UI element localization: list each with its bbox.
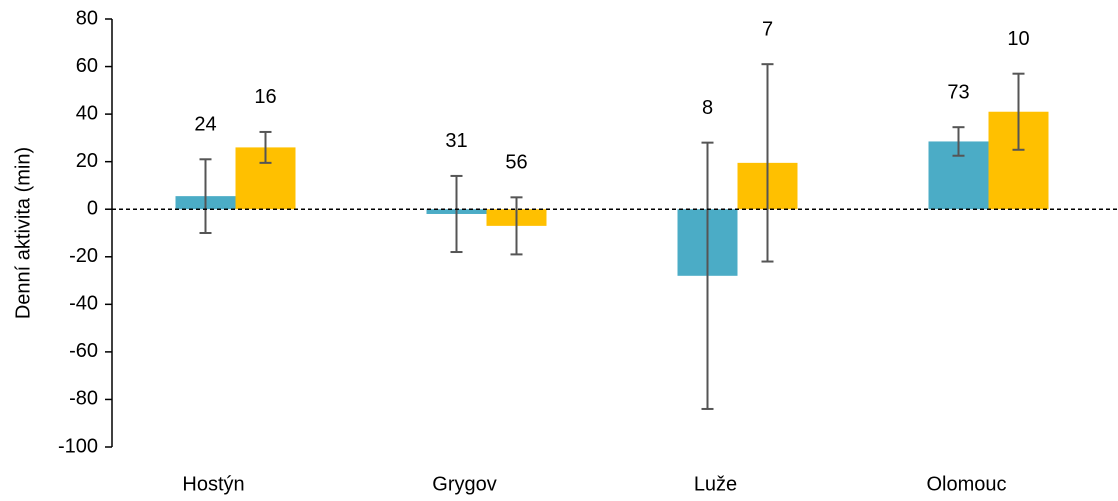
y-tick-label: -40	[69, 293, 98, 315]
x-tick-label: Grygov	[432, 473, 496, 495]
y-tick-label: 80	[76, 7, 98, 29]
bar-annotation: 16	[254, 86, 276, 108]
y-tick-label: 60	[76, 55, 98, 77]
bar-annotation: 10	[1007, 28, 1029, 50]
y-tick-label: -20	[69, 245, 98, 267]
bar-annotation: 7	[762, 18, 773, 40]
y-tick-label: 20	[76, 150, 98, 172]
bar-annotation: 73	[947, 81, 969, 103]
bar-annotation: 8	[702, 97, 713, 119]
y-tick-label: -60	[69, 340, 98, 362]
y-tick-label: -80	[69, 388, 98, 410]
bar-annotation: 31	[445, 130, 467, 152]
bar-annotation: 24	[194, 114, 216, 136]
x-tick-label: Luže	[694, 473, 737, 495]
y-axis-label: Denní aktivita (min)	[12, 147, 34, 319]
y-tick-label: 0	[87, 198, 98, 220]
y-tick-label: 40	[76, 102, 98, 124]
y-tick-label: -100	[58, 435, 98, 457]
x-tick-label: Hostýn	[182, 473, 244, 495]
x-tick-label: Olomouc	[926, 473, 1006, 495]
bar-annotation: 56	[505, 152, 527, 174]
